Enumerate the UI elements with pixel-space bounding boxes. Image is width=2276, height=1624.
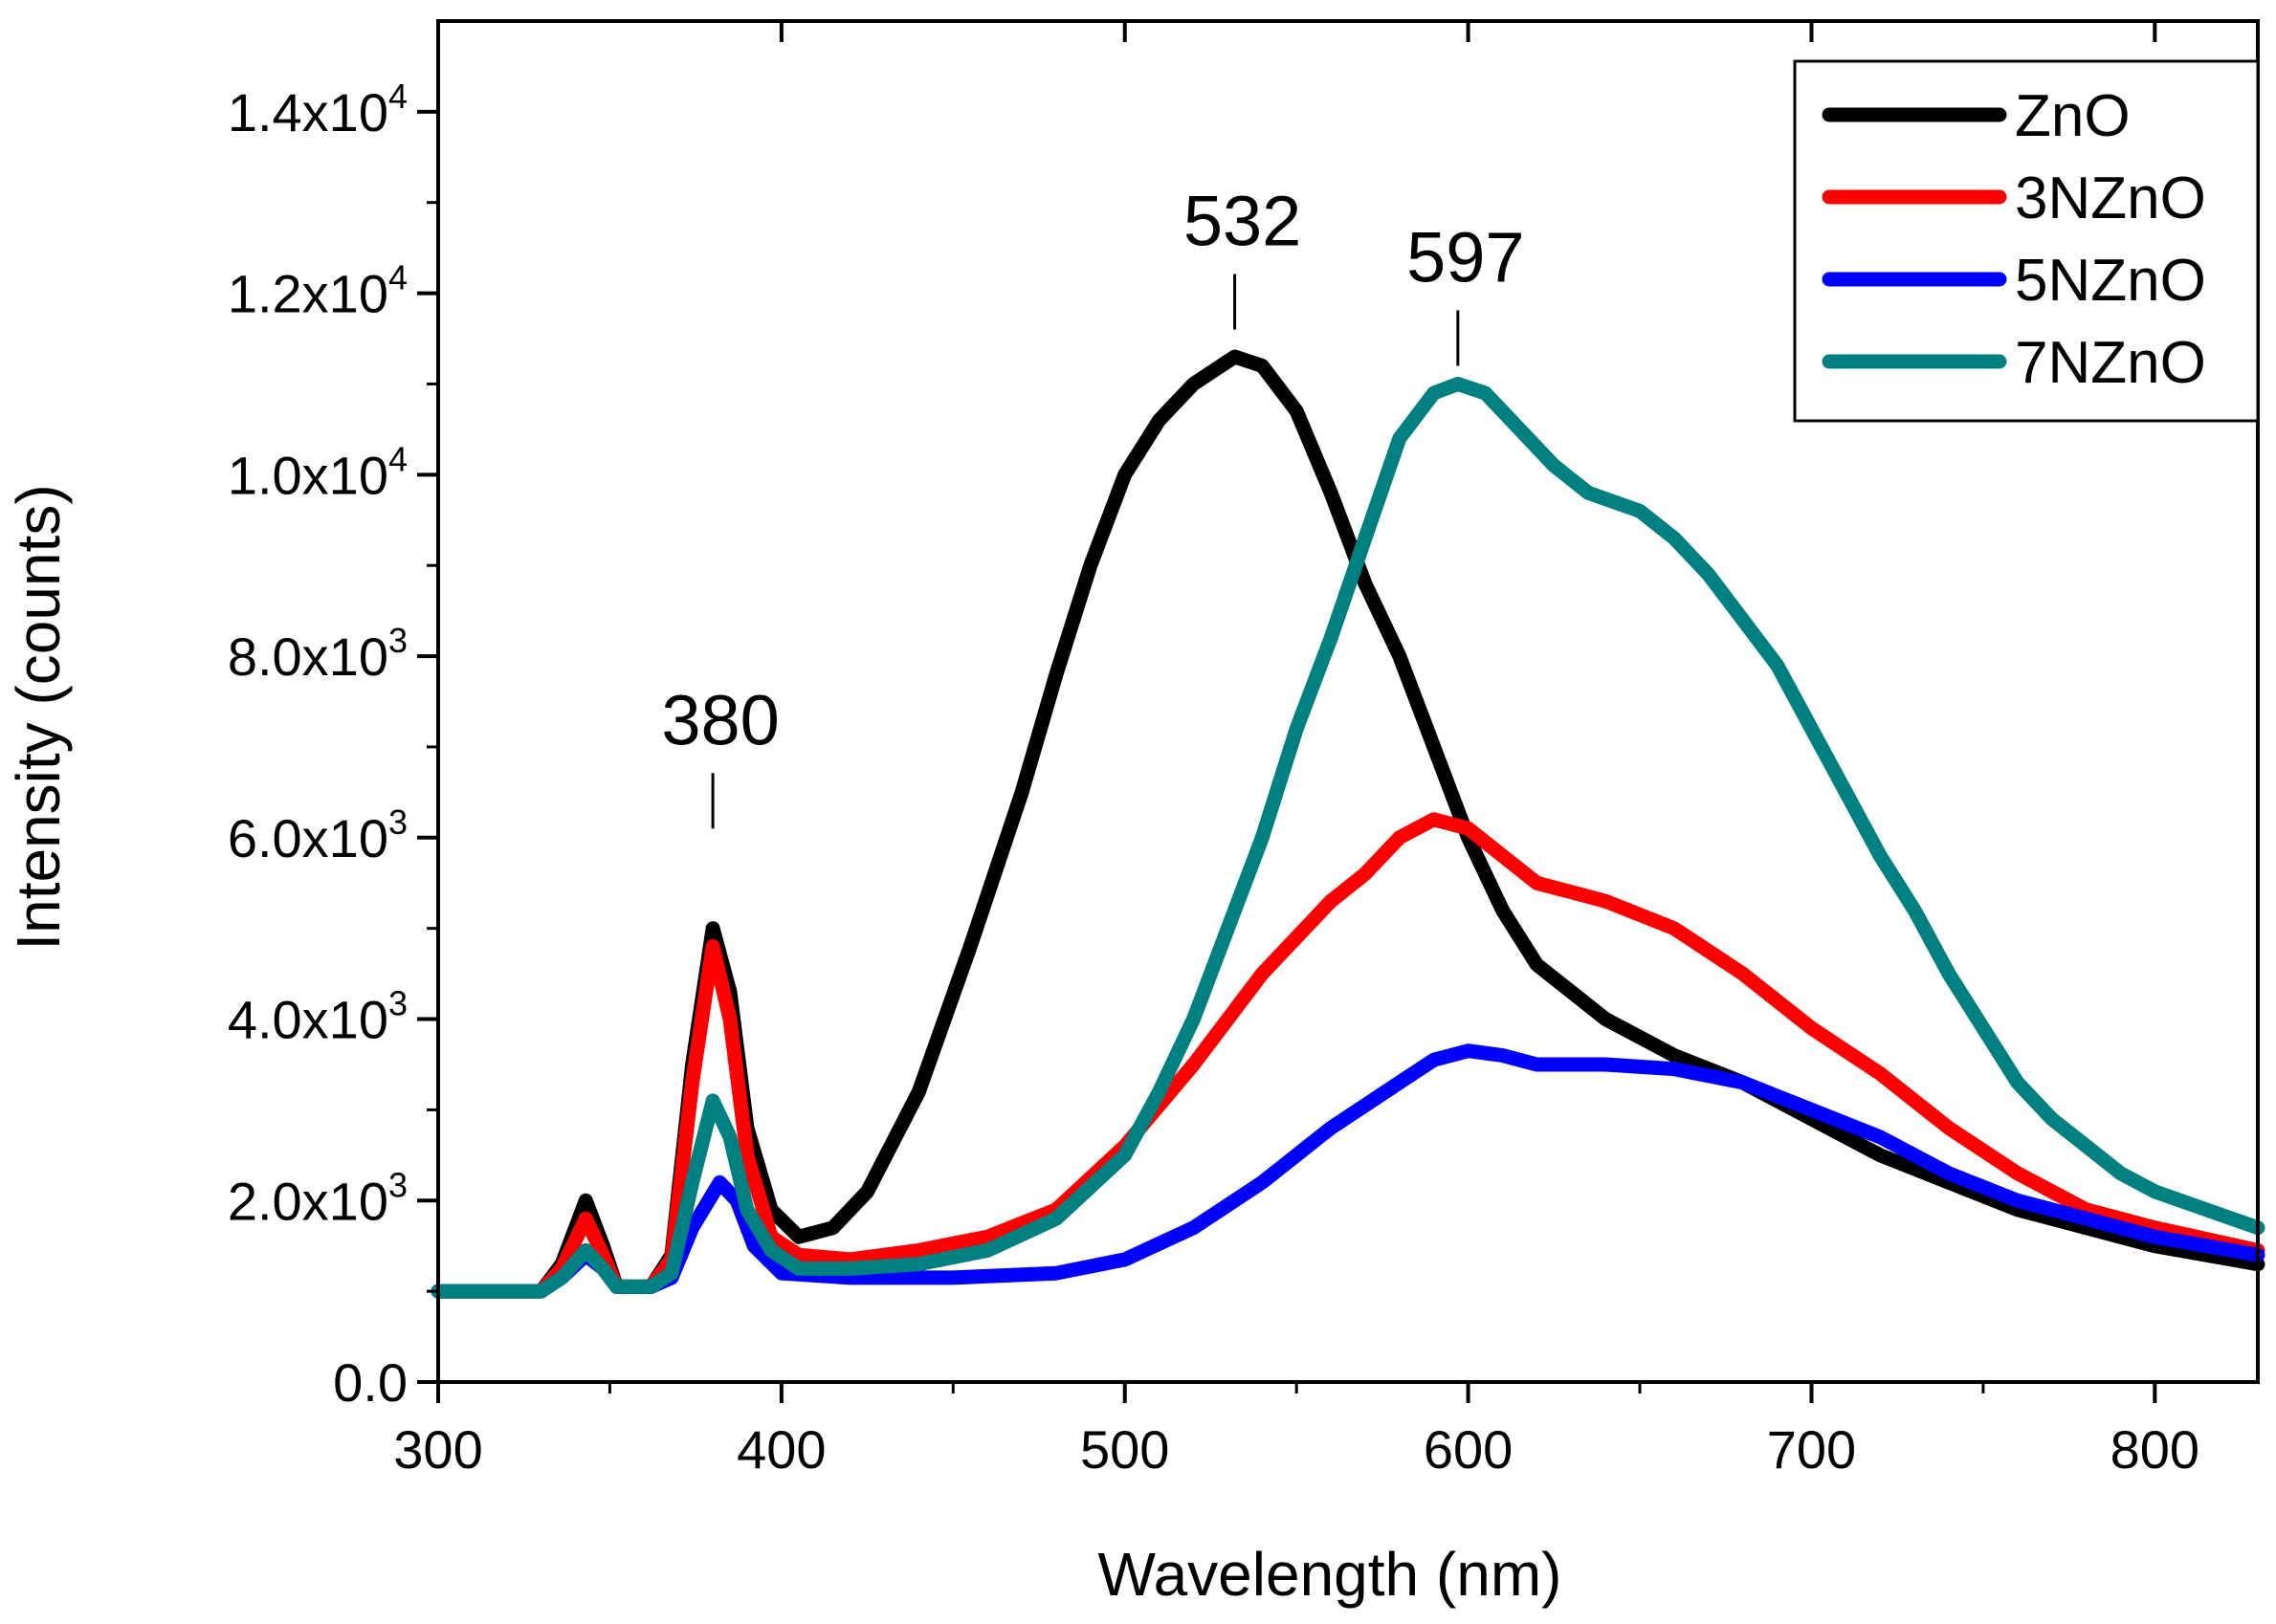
y-tick-mantissa: 6.0x10	[228, 808, 388, 868]
y-tick-label: 1.2x104	[228, 258, 408, 324]
y-tick-label: 1.0x104	[228, 439, 408, 505]
y-tick-mantissa: 1.2x10	[228, 264, 388, 324]
y-tick-label: 6.0x103	[228, 802, 408, 868]
y-tick-label: 8.0x103	[228, 621, 408, 687]
legend: ZnO 3NZnO 5NZnO 7NZnO	[1793, 59, 2260, 423]
legend-label: 7NZnO	[2015, 330, 2206, 396]
plot-frame	[436, 19, 2260, 1384]
y-tick-exponent: 3	[388, 802, 408, 842]
series-layer	[431, 349, 2265, 1299]
y-tick-mantissa: 2.0x10	[228, 1171, 388, 1231]
peak-annotations: 380 532 597	[661, 182, 1525, 829]
y-tick-label: 1.4x104	[228, 77, 408, 143]
x-tick-label: 500	[1080, 1419, 1169, 1480]
x-tick-label: 700	[1767, 1419, 1856, 1480]
y-tick-exponent: 4	[388, 258, 408, 297]
y-tick-exponent: 3	[388, 621, 408, 660]
y-axis-title: Intensity (counts)	[4, 484, 73, 950]
legend-label: ZnO	[2015, 83, 2131, 149]
peak-label: 532	[1183, 182, 1301, 261]
x-axis-title: Wavelength (nm)	[1098, 1540, 1562, 1609]
y-tick-exponent: 4	[388, 439, 408, 478]
y-tick-label: 4.0x103	[228, 984, 408, 1050]
legend-label: 3NZnO	[2015, 165, 2206, 231]
y-tick-mantissa: 1.0x10	[228, 445, 388, 505]
y-tick-exponent: 3	[388, 984, 408, 1023]
series-line-7NZnO	[431, 377, 2265, 1299]
y-tick-mantissa: 1.4x10	[228, 82, 388, 143]
y-tick-mantissa: 4.0x10	[228, 990, 388, 1050]
y-tick-mantissa: 8.0x10	[228, 626, 388, 687]
peak-label: 380	[661, 680, 779, 759]
x-tick-label: 400	[737, 1419, 826, 1480]
x-axis: 300 400 500 600 700 800	[393, 21, 2199, 1480]
y-tick-mantissa: 0.0	[333, 1352, 408, 1413]
x-tick-label: 300	[393, 1419, 482, 1480]
peak-label: 597	[1406, 217, 1524, 296]
x-tick-label: 600	[1424, 1419, 1513, 1480]
series-line-5NZnO	[431, 1043, 2265, 1299]
x-tick-label: 800	[2110, 1419, 2199, 1480]
y-axis: 0.02.0x1034.0x1036.0x1038.0x1031.0x1041.…	[228, 77, 438, 1413]
legend-label: 5NZnO	[2015, 248, 2206, 314]
y-tick-exponent: 3	[388, 1165, 408, 1204]
y-tick-label: 0.0	[333, 1352, 408, 1413]
y-tick-exponent: 4	[388, 77, 408, 116]
y-tick-label: 2.0x103	[228, 1165, 408, 1231]
series-line-3NZnO	[431, 812, 2265, 1299]
